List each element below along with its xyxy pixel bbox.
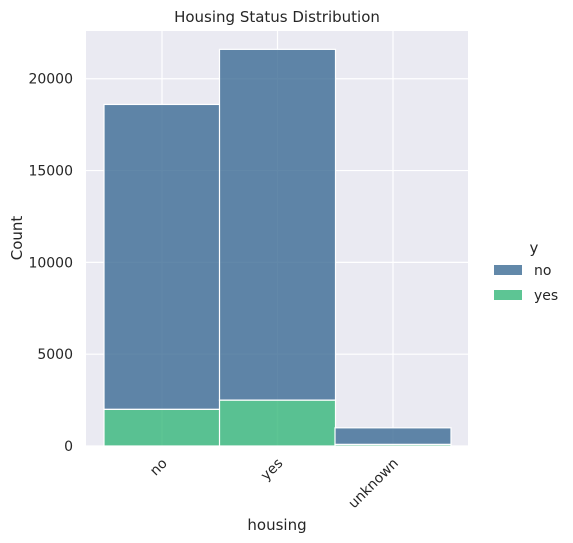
legend-swatch-no (494, 265, 522, 275)
bar-unknown-no (334, 427, 452, 445)
y-tick-label: 10000 (28, 255, 73, 271)
legend-swatch-yes (494, 290, 522, 300)
legend-entry-no: no (534, 263, 551, 279)
x-axis-label: housing (247, 516, 306, 534)
x-tick-label-no: no (147, 456, 171, 480)
bars (103, 48, 452, 447)
y-tick-label: 0 (64, 439, 73, 455)
chart-title: Housing Status Distribution (174, 8, 380, 26)
bar-no-no (103, 103, 221, 410)
bar-yes-no (218, 48, 337, 401)
legend-entry-yes: yes (534, 288, 558, 304)
legend-title: y (530, 239, 539, 257)
x-axis-ticks: no yes unknown (147, 456, 402, 512)
legend: y no yes (494, 239, 558, 304)
bar-no-yes (103, 408, 221, 447)
y-axis-ticks: 0 5000 10000 15000 20000 (28, 72, 73, 455)
y-tick-label: 5000 (37, 347, 73, 363)
y-tick-label: 20000 (28, 72, 73, 88)
y-tick-label: 15000 (28, 164, 73, 180)
bar-yes-yes (218, 399, 337, 447)
x-tick-label-yes: yes (258, 456, 286, 484)
x-tick-label-unknown: unknown (346, 456, 402, 512)
y-axis-label: Count (8, 216, 26, 261)
